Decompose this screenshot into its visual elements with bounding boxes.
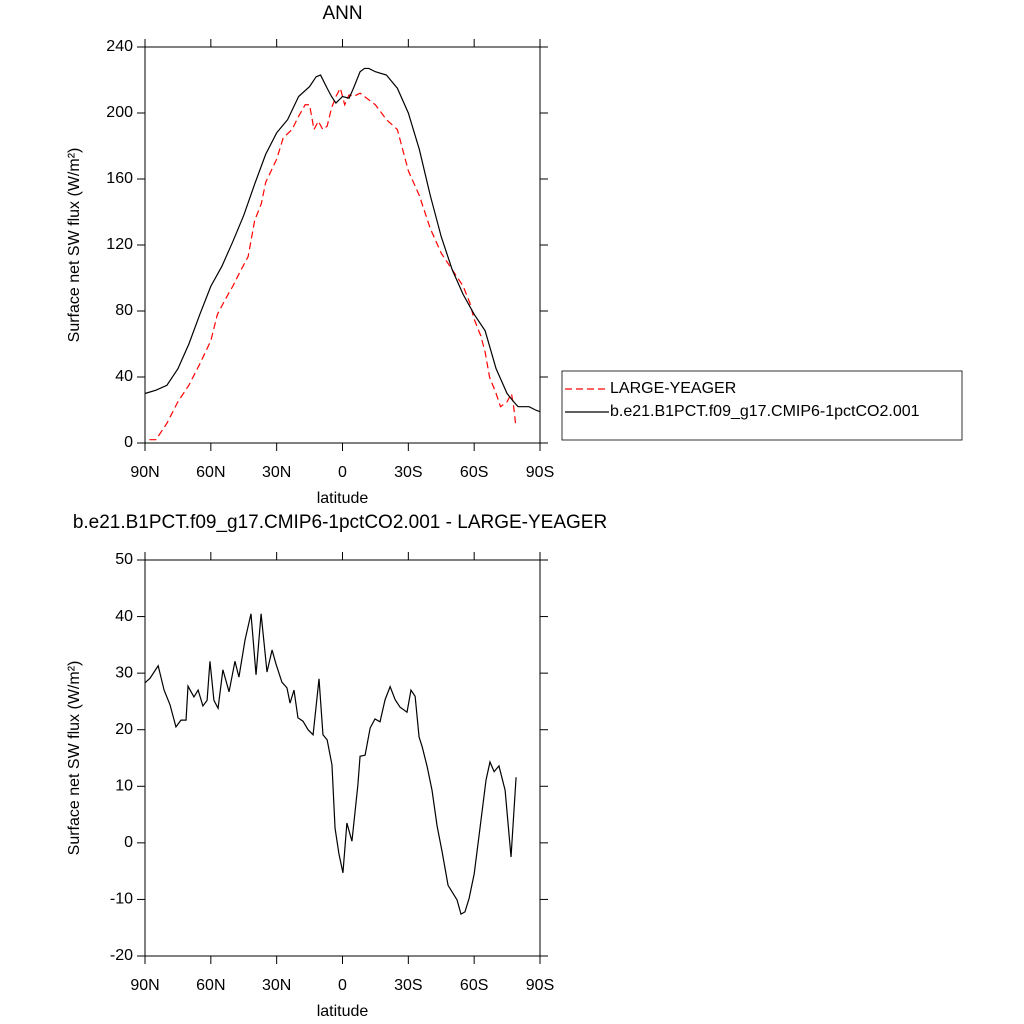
y-tick-label: 0	[124, 834, 133, 851]
x-tick-label: 0	[338, 464, 347, 481]
chart-title: b.e21.B1PCT.f09_g17.CMIP6-1pctCO2.001 - …	[73, 512, 607, 533]
x-tick-label: 30S	[394, 464, 422, 481]
x-tick-label: 30N	[262, 464, 291, 481]
data-line	[144, 67, 541, 413]
x-tick-label: 90N	[130, 977, 159, 994]
y-tick-label: 50	[115, 551, 133, 568]
y-tick-label: 40	[115, 608, 133, 625]
data-line	[149, 86, 517, 441]
x-tick-label: 60N	[196, 977, 225, 994]
y-tick-label: -20	[110, 947, 133, 964]
x-axis-label: latitude	[317, 490, 369, 507]
x-tick-label: 90S	[526, 977, 554, 994]
x-tick-label: 90N	[130, 464, 159, 481]
legend-label: LARGE-YEAGER	[610, 380, 736, 397]
x-tick-label: 60N	[196, 464, 225, 481]
x-axis-label: latitude	[317, 1003, 369, 1020]
x-tick-label: 30N	[262, 977, 291, 994]
y-tick-label: 80	[115, 302, 133, 319]
data-line	[144, 613, 517, 916]
y-tick-label: -10	[110, 891, 133, 908]
x-tick-label: 90S	[526, 464, 554, 481]
y-tick-label: 30	[115, 664, 133, 681]
chart: b.e21.B1PCT.f09_g17.CMIP6-1pctCO2.001 - …	[66, 512, 607, 1020]
y-tick-label: 240	[106, 38, 133, 55]
y-tick-label: 200	[106, 104, 133, 121]
y-tick-label: 20	[115, 721, 133, 738]
legend-label: b.e21.B1PCT.f09_g17.CMIP6-1pctCO2.001	[610, 403, 920, 420]
x-tick-label: 60S	[460, 977, 488, 994]
y-tick-label: 160	[106, 170, 133, 187]
y-tick-label: 120	[106, 236, 133, 253]
y-tick-label: 10	[115, 778, 133, 795]
y-tick-label: 40	[115, 368, 133, 385]
plot-frame	[144, 559, 541, 957]
chart-title: ANN	[322, 3, 362, 24]
x-tick-label: 30S	[394, 977, 422, 994]
x-tick-label: 60S	[460, 464, 488, 481]
legend-box	[561, 370, 963, 441]
plot-frame	[144, 46, 541, 444]
x-tick-label: 0	[338, 977, 347, 994]
y-axis-label: Surface net SW flux (W/m²)	[66, 661, 83, 856]
y-axis-label: Surface net SW flux (W/m²)	[66, 148, 83, 343]
y-tick-label: 0	[124, 434, 133, 451]
chart: ANN latitude Surface net SW flux (W/m²) 0 40…	[66, 3, 963, 507]
